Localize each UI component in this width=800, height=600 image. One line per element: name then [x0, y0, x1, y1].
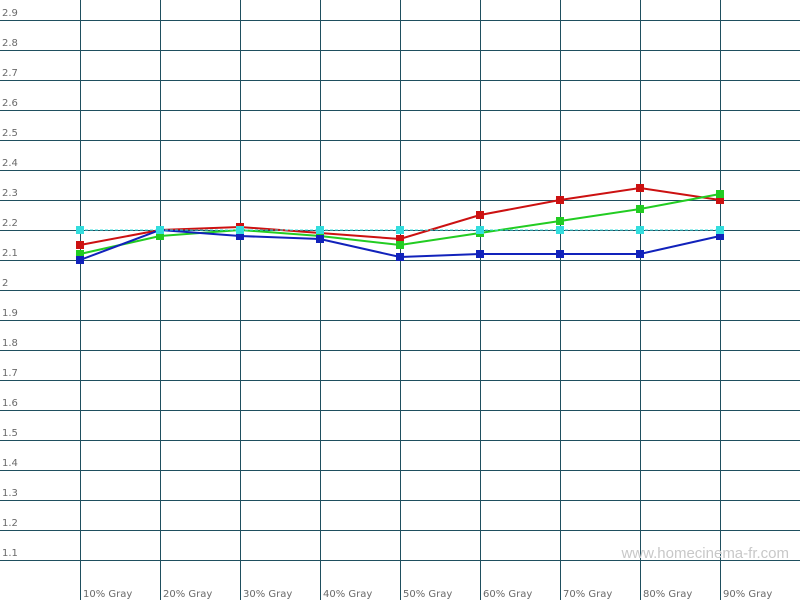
x-tick-label: 20% Gray — [163, 589, 212, 600]
data-point — [316, 226, 324, 234]
data-point — [396, 235, 404, 243]
watermark-text: www.homecinema-fr.com — [620, 545, 789, 562]
x-axis-tick-labels: 10% Gray 20% Gray 30% Gray 40% Gray 50% Gray… — [83, 589, 772, 600]
y-tick-label: 2.3 — [2, 188, 18, 199]
data-point — [556, 226, 564, 234]
y-tick-label: 1.6 — [2, 398, 18, 409]
x-tick-label: 90% Gray — [723, 589, 772, 600]
y-tick-label: 1.8 — [2, 338, 18, 349]
data-point — [476, 226, 484, 234]
x-tick-label: 70% Gray — [563, 589, 612, 600]
x-tick-label: 30% Gray — [243, 589, 292, 600]
y-tick-label: 1.9 — [2, 308, 18, 319]
data-point — [396, 253, 404, 261]
series-4 — [76, 226, 724, 234]
y-tick-label: 1.4 — [2, 458, 18, 469]
y-axis-tick-labels: 1.1 1.2 1.3 1.4 1.5 1.6 1.7 1.8 1.9 2 2.1 2.2 2.3 2.4… — [2, 8, 18, 559]
x-tick-label: 60% Gray — [483, 589, 532, 600]
data-point — [716, 226, 724, 234]
x-tick-label: 80% Gray — [643, 589, 692, 600]
data-point — [556, 217, 564, 225]
data-point — [716, 196, 724, 204]
data-point — [636, 184, 644, 192]
y-tick-label: 1.2 — [2, 518, 18, 529]
data-point — [156, 226, 164, 234]
y-tick-label: 2.2 — [2, 218, 18, 229]
data-point — [476, 250, 484, 258]
y-tick-label: 2.4 — [2, 158, 18, 169]
y-tick-label: 1.5 — [2, 428, 18, 439]
data-point — [556, 250, 564, 258]
data-point — [76, 226, 84, 234]
data-point — [316, 235, 324, 243]
data-point — [476, 211, 484, 219]
data-point — [76, 241, 84, 249]
data-point — [396, 241, 404, 249]
data-point — [236, 232, 244, 240]
data-point — [236, 226, 244, 234]
data-point — [716, 232, 724, 240]
data-point — [636, 250, 644, 258]
y-tick-label: 2.5 — [2, 128, 18, 139]
data-point — [76, 256, 84, 264]
data-point — [156, 232, 164, 240]
data-point — [556, 196, 564, 204]
chart-series — [76, 184, 724, 264]
x-tick-label: 10% Gray — [83, 589, 132, 600]
y-tick-label: 1.3 — [2, 488, 18, 499]
y-tick-label: 2.6 — [2, 98, 18, 109]
data-point — [76, 250, 84, 258]
data-point — [396, 226, 404, 234]
data-point — [636, 205, 644, 213]
x-tick-label: 50% Gray — [403, 589, 452, 600]
y-tick-label: 2.8 — [2, 38, 18, 49]
y-tick-label: 2 — [2, 278, 8, 289]
y-tick-label: 1.1 — [2, 548, 18, 559]
data-point — [716, 190, 724, 198]
y-tick-label: 2.1 — [2, 248, 18, 259]
y-tick-label: 1.7 — [2, 368, 18, 379]
x-tick-label: 40% Gray — [323, 589, 372, 600]
y-tick-label: 2.7 — [2, 68, 18, 79]
data-point — [636, 226, 644, 234]
y-tick-label: 2.9 — [2, 8, 18, 19]
